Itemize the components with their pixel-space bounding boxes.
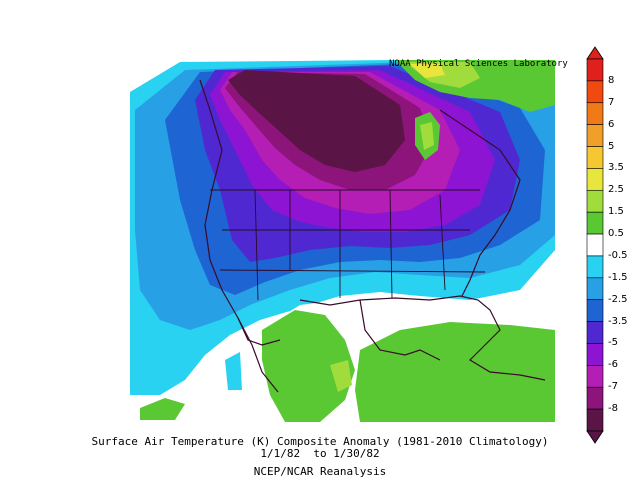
colorbar-tick-label: -7	[608, 381, 618, 393]
caption-dates: 1/1/82 to 1/30/82	[260, 447, 380, 460]
colorbar-tick-label: 3.5	[608, 162, 624, 174]
anomaly-deep-purple-core	[228, 70, 405, 172]
anomaly-pacific-cyan	[225, 352, 242, 390]
colorbar-swatch	[586, 102, 604, 125]
anomaly-hudson-lime	[420, 122, 434, 150]
colorbar-tick-label: -3.5	[608, 315, 628, 327]
colorbar-swatch	[586, 124, 604, 147]
colorbar-swatch	[586, 233, 604, 257]
anomaly-greenland-yellow	[410, 64, 445, 78]
coastlines	[199, 79, 546, 393]
colorbar-swatch	[586, 365, 604, 388]
colorbar-tick-label: 8	[608, 74, 615, 86]
colorbar-tick-label: -6	[608, 359, 618, 371]
colorbar-tick-label: 7	[608, 96, 615, 108]
caption-title: Surface Air Temperature (K) Composite An…	[91, 435, 549, 448]
colorbar-swatch	[586, 168, 604, 191]
colorbar-tick-label: -0.5	[608, 249, 628, 261]
anomaly-mexico-lime	[330, 360, 352, 392]
colorbar-swatch	[586, 58, 604, 82]
credit-label: NOAA Physical Sciences Laboratory	[389, 59, 568, 69]
colorbar-swatch	[586, 189, 604, 213]
colorbar-tick-label: 2.5	[608, 184, 624, 196]
colorbar	[586, 46, 604, 444]
colorbar-swatch	[586, 80, 604, 104]
colorbar-tick-label: -2.5	[608, 293, 628, 305]
political-boundaries	[210, 189, 486, 301]
colorbar-swatch	[586, 321, 604, 344]
colorbar-tick-label: -1.5	[608, 271, 628, 283]
colorbar-swatch	[586, 386, 604, 410]
colorbar-swatch	[586, 299, 604, 322]
colorbar-swatch	[586, 146, 604, 169]
colorbar-tick-label: 1.5	[608, 206, 624, 218]
anomaly-mexico-warm	[262, 310, 355, 422]
colorbar-tick-label: -8	[608, 403, 618, 415]
colorbar-tick-label: -5	[608, 337, 618, 349]
colorbar-swatch	[586, 211, 604, 235]
colorbar-tick-label: 5	[608, 140, 615, 152]
colorbar-swatch	[586, 255, 604, 279]
colorbar-swatch	[586, 408, 604, 432]
colorbar-bottom-arrow	[586, 430, 604, 444]
colorbar-tick-label: 0.5	[608, 228, 624, 240]
caption-source: NCEP/NCAR Reanalysis	[253, 465, 387, 478]
colorbar-swatch	[586, 277, 604, 301]
colorbar-tick-label: 6	[608, 118, 615, 130]
colorbar-swatch	[586, 343, 604, 366]
colorbar-top-arrow	[586, 46, 604, 60]
anomaly-caribbean-warm	[355, 322, 555, 422]
anomaly-pacific-warm	[140, 398, 185, 420]
